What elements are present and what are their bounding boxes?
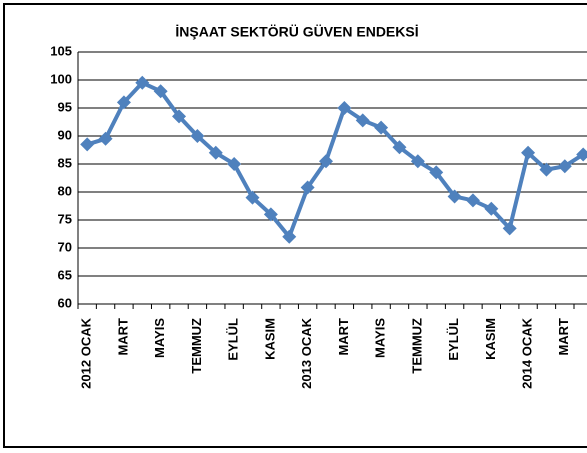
marker	[355, 113, 370, 128]
x-tick-label: KASIM	[262, 318, 277, 360]
marker	[80, 137, 95, 152]
x-tick-label: MAYIS	[373, 318, 388, 358]
marker	[521, 145, 536, 160]
marker	[190, 129, 205, 143]
x-tick-label: MART	[115, 318, 130, 356]
x-tick-label: EYLÜL	[446, 318, 461, 361]
marker	[392, 140, 407, 155]
marker	[318, 154, 333, 169]
marker	[98, 131, 113, 146]
marker	[484, 201, 499, 216]
marker	[447, 189, 462, 204]
marker	[227, 157, 242, 171]
marker	[429, 165, 444, 180]
marker	[539, 162, 554, 177]
marker	[172, 109, 187, 124]
line	[86, 80, 585, 239]
marker	[374, 120, 389, 135]
y-tick-label: 90	[58, 127, 72, 142]
marker	[263, 207, 278, 222]
chart-title: İNŞAAT SEKTÖRÜ GÜVEN ENDEKSİ	[175, 24, 418, 40]
y-tick-label: 60	[58, 295, 72, 310]
marker	[153, 84, 168, 99]
y-tick-label: 65	[58, 267, 72, 282]
marker	[300, 180, 315, 195]
x-tick-label: TEMMUZ	[189, 318, 204, 374]
marker	[502, 221, 517, 236]
marker	[116, 95, 131, 110]
marker	[465, 193, 480, 208]
x-tick-label: MART	[556, 318, 571, 356]
y-tick-label: 100	[50, 71, 72, 86]
marker	[282, 229, 297, 244]
marker	[208, 145, 223, 160]
x-tick-label: KASIM	[483, 318, 498, 360]
x-tick-label: 2014 OCAK	[520, 317, 535, 388]
marker	[557, 159, 572, 174]
x-tick-label: EYLÜL	[226, 318, 241, 361]
x-tick-label: 2012 OCAK	[79, 317, 94, 388]
x-tick-label: TEMMUZ	[409, 318, 424, 374]
y-tick-label: 95	[58, 99, 72, 114]
y-tick-label: 80	[58, 183, 72, 198]
marker	[135, 75, 150, 90]
marker	[410, 154, 425, 169]
marker	[245, 190, 260, 205]
marker	[337, 101, 352, 115]
x-tick-label: 2013 OCAK	[299, 317, 314, 388]
y-tick-label: 85	[58, 155, 72, 170]
marker	[576, 147, 587, 162]
y-tick-label: 75	[58, 211, 72, 226]
x-tick-label: MAYIS	[152, 318, 167, 358]
y-tick-label: 70	[58, 239, 72, 254]
x-tick-label: MART	[336, 318, 351, 356]
y-tick-label: 105	[50, 43, 72, 58]
